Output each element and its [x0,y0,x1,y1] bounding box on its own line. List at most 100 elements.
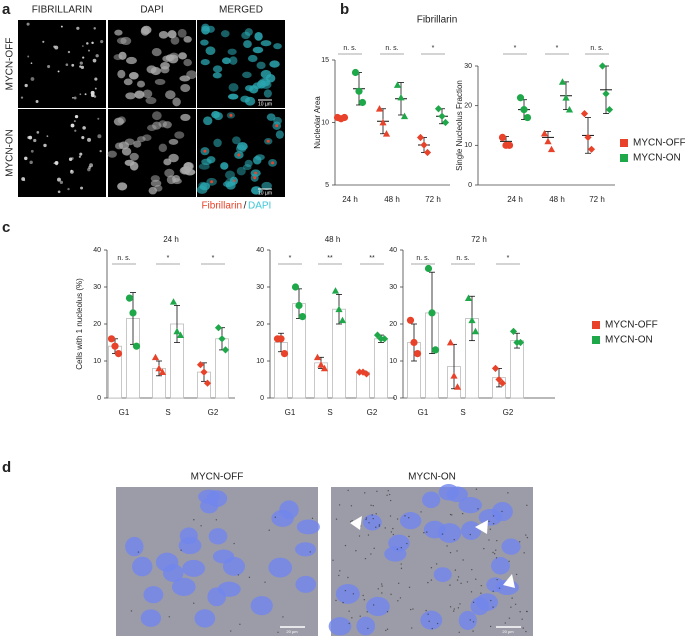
speck [79,61,83,65]
nucleus [363,514,382,531]
speck [57,70,60,73]
data-point [450,372,458,379]
y-tick-label: 30 [93,284,101,291]
data-point [406,316,415,324]
y-tick-label: 5 [325,182,329,189]
data-point [125,294,134,302]
speck [264,581,266,583]
nucleus [164,168,175,178]
speck [390,593,392,596]
speck [24,156,28,161]
x-tick-label: G2 [503,408,514,417]
nucleus [150,67,161,76]
speck [355,550,357,552]
data-point [544,137,552,145]
speck [53,45,56,48]
speck [427,613,429,615]
speck [380,583,383,585]
y-tick-label: 30 [256,284,264,291]
significance: * [432,45,435,52]
nucleus [118,141,130,150]
row-label: MYCN-ON [5,129,16,177]
nucleus [252,46,264,54]
speck [495,549,497,551]
nucleus [154,78,166,85]
legend-swatch [620,154,628,162]
speck [89,163,93,168]
data-point [441,118,450,127]
speck [425,609,427,612]
nucleus [235,144,247,153]
nucleus [171,577,196,596]
row-label: MYCN-OFF [5,38,16,91]
caption-dapi: DAPI [248,201,271,212]
data-point [423,148,432,157]
nucleus [118,51,127,60]
nucleus [162,121,172,129]
nucleus [227,48,237,55]
y-tick-label: 40 [93,247,101,254]
significance: n. s. [590,45,603,52]
speck [344,589,347,592]
nucleus [296,519,320,535]
nucleus [165,90,176,100]
speck [390,531,393,533]
data-point [397,93,405,101]
speck [461,512,464,515]
y-tick-label: 20 [93,321,101,328]
nucleus [125,92,136,100]
nucleus [151,48,162,57]
speck [471,568,473,571]
nucleus [205,46,216,55]
speck [470,591,473,593]
data-point [453,383,462,390]
nucleus [179,75,191,82]
speck [359,615,361,617]
speck [363,599,365,601]
significance: * [212,255,215,262]
speck [97,117,100,120]
data-point [428,309,436,317]
y-axis-label: Nucleolar Area [313,96,322,149]
speck [365,517,368,519]
speck [70,169,73,172]
nucleus [240,95,250,103]
scale-bar-label: 20 µm [502,629,514,634]
speck [400,567,403,570]
speck [92,58,97,63]
image-title: MYCN-ON [408,472,456,483]
speck [229,113,233,117]
data-point [495,375,503,384]
nucleus [183,36,192,43]
nucleus [213,138,222,148]
speck [400,563,402,565]
data-point [317,361,325,368]
speck [168,616,171,618]
speck [277,631,279,633]
speck [475,488,478,490]
speck [454,569,457,571]
speck [397,600,399,602]
speck [458,631,460,633]
panel-title: Fibrillarin [417,15,458,26]
speck [523,552,525,554]
speck [410,608,412,611]
speck [65,63,69,67]
data-point [218,335,226,343]
image-title: MYCN-OFF [191,472,244,483]
speck [449,551,452,554]
x-tick-label: G2 [367,408,378,417]
speck [364,557,367,560]
speck [365,518,367,521]
speck [60,25,63,28]
legend-label: MYCN-OFF [633,138,685,149]
panel-label: c [2,219,10,236]
speck [489,528,492,530]
scale-bar-label: 20 µm [286,629,298,634]
speck [519,611,521,613]
data-point [298,313,307,321]
data-point [540,129,549,137]
nucleus [158,30,169,39]
nucleus [295,575,317,593]
